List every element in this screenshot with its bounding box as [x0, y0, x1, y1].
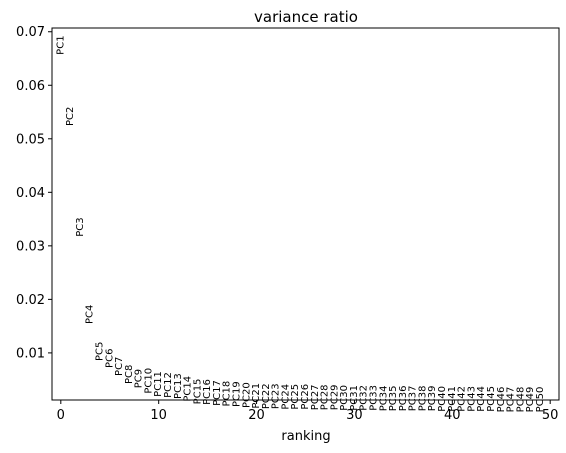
point-label-pc6: PC6 [104, 349, 115, 368]
point-label-pc50: PC50 [535, 387, 546, 413]
point-label-pc22: PC22 [261, 383, 272, 409]
point-label-pc49: PC49 [525, 387, 536, 413]
y-tick-label: 0.01 [16, 346, 45, 361]
point-label-pc13: PC13 [173, 373, 184, 399]
point-label-pc33: PC33 [369, 385, 380, 411]
point-label-pc32: PC32 [359, 385, 370, 411]
point-label-pc30: PC30 [339, 385, 350, 411]
points-layer: PC1PC2PC3PC4PC5PC6PC7PC8PC9PC10PC11PC12P… [55, 35, 546, 412]
plot-frame [51, 27, 560, 401]
point-label-pc12: PC12 [163, 372, 174, 398]
point-label-pc45: PC45 [486, 386, 497, 412]
point-label-pc10: PC10 [143, 368, 154, 394]
point-label-pc31: PC31 [349, 385, 360, 411]
point-label-pc29: PC29 [329, 384, 340, 410]
x-tick-label: 20 [248, 408, 265, 423]
point-label-pc41: PC41 [447, 386, 458, 412]
x-axis-label: ranking [281, 429, 330, 444]
y-tick-label: 0.03 [16, 239, 45, 254]
point-label-pc4: PC4 [85, 305, 96, 324]
point-label-pc20: PC20 [241, 382, 252, 408]
point-label-pc48: PC48 [515, 387, 526, 413]
point-label-pc27: PC27 [310, 384, 321, 410]
point-label-pc34: PC34 [378, 386, 389, 412]
x-tick-label: 30 [346, 408, 363, 423]
point-label-pc14: PC14 [183, 376, 194, 402]
point-label-pc40: PC40 [437, 386, 448, 412]
point-label-pc36: PC36 [398, 386, 409, 412]
point-label-pc37: PC37 [408, 386, 419, 412]
x-tick-label: 40 [444, 408, 461, 423]
point-label-pc43: PC43 [466, 386, 477, 412]
point-label-pc17: PC17 [212, 380, 223, 406]
x-axis-ticks: 0 10 20 30 40 50 [57, 400, 559, 423]
y-tick-label: 0.02 [16, 293, 45, 308]
point-label-pc26: PC26 [300, 384, 311, 410]
y-axis-ticks: 0.01 0.02 0.03 0.04 0.05 0.06 0.07 [16, 25, 52, 361]
x-tick-label: 50 [542, 408, 559, 423]
point-label-pc44: PC44 [476, 386, 487, 412]
chart-title: variance ratio [254, 8, 358, 26]
point-label-pc3: PC3 [75, 217, 86, 236]
point-label-pc5: PC5 [94, 342, 105, 361]
point-label-pc42: PC42 [457, 386, 468, 412]
point-label-pc28: PC28 [320, 384, 331, 410]
y-tick-label: 0.05 [16, 132, 45, 147]
point-label-pc46: PC46 [496, 387, 507, 413]
point-label-pc35: PC35 [388, 386, 399, 412]
point-label-pc8: PC8 [124, 365, 135, 384]
point-label-pc21: PC21 [251, 383, 262, 409]
point-label-pc39: PC39 [427, 386, 438, 412]
point-label-pc23: PC23 [271, 383, 282, 409]
point-label-pc25: PC25 [290, 384, 301, 410]
point-label-pc15: PC15 [192, 379, 203, 405]
point-label-pc47: PC47 [506, 387, 517, 413]
point-label-pc19: PC19 [231, 381, 242, 407]
point-label-pc16: PC16 [202, 379, 213, 405]
y-tick-label: 0.07 [16, 25, 45, 40]
point-label-pc1: PC1 [55, 35, 66, 54]
y-tick-label: 0.04 [16, 186, 45, 201]
point-label-pc11: PC11 [153, 371, 164, 397]
x-tick-label: 0 [57, 408, 65, 423]
point-label-pc18: PC18 [222, 381, 233, 407]
point-label-pc24: PC24 [280, 384, 291, 410]
point-label-pc2: PC2 [65, 107, 76, 126]
point-label-pc7: PC7 [114, 357, 125, 376]
y-tick-label: 0.06 [16, 79, 45, 94]
point-label-pc9: PC9 [134, 369, 145, 388]
x-tick-label: 10 [150, 408, 167, 423]
point-label-pc38: PC38 [417, 386, 428, 412]
